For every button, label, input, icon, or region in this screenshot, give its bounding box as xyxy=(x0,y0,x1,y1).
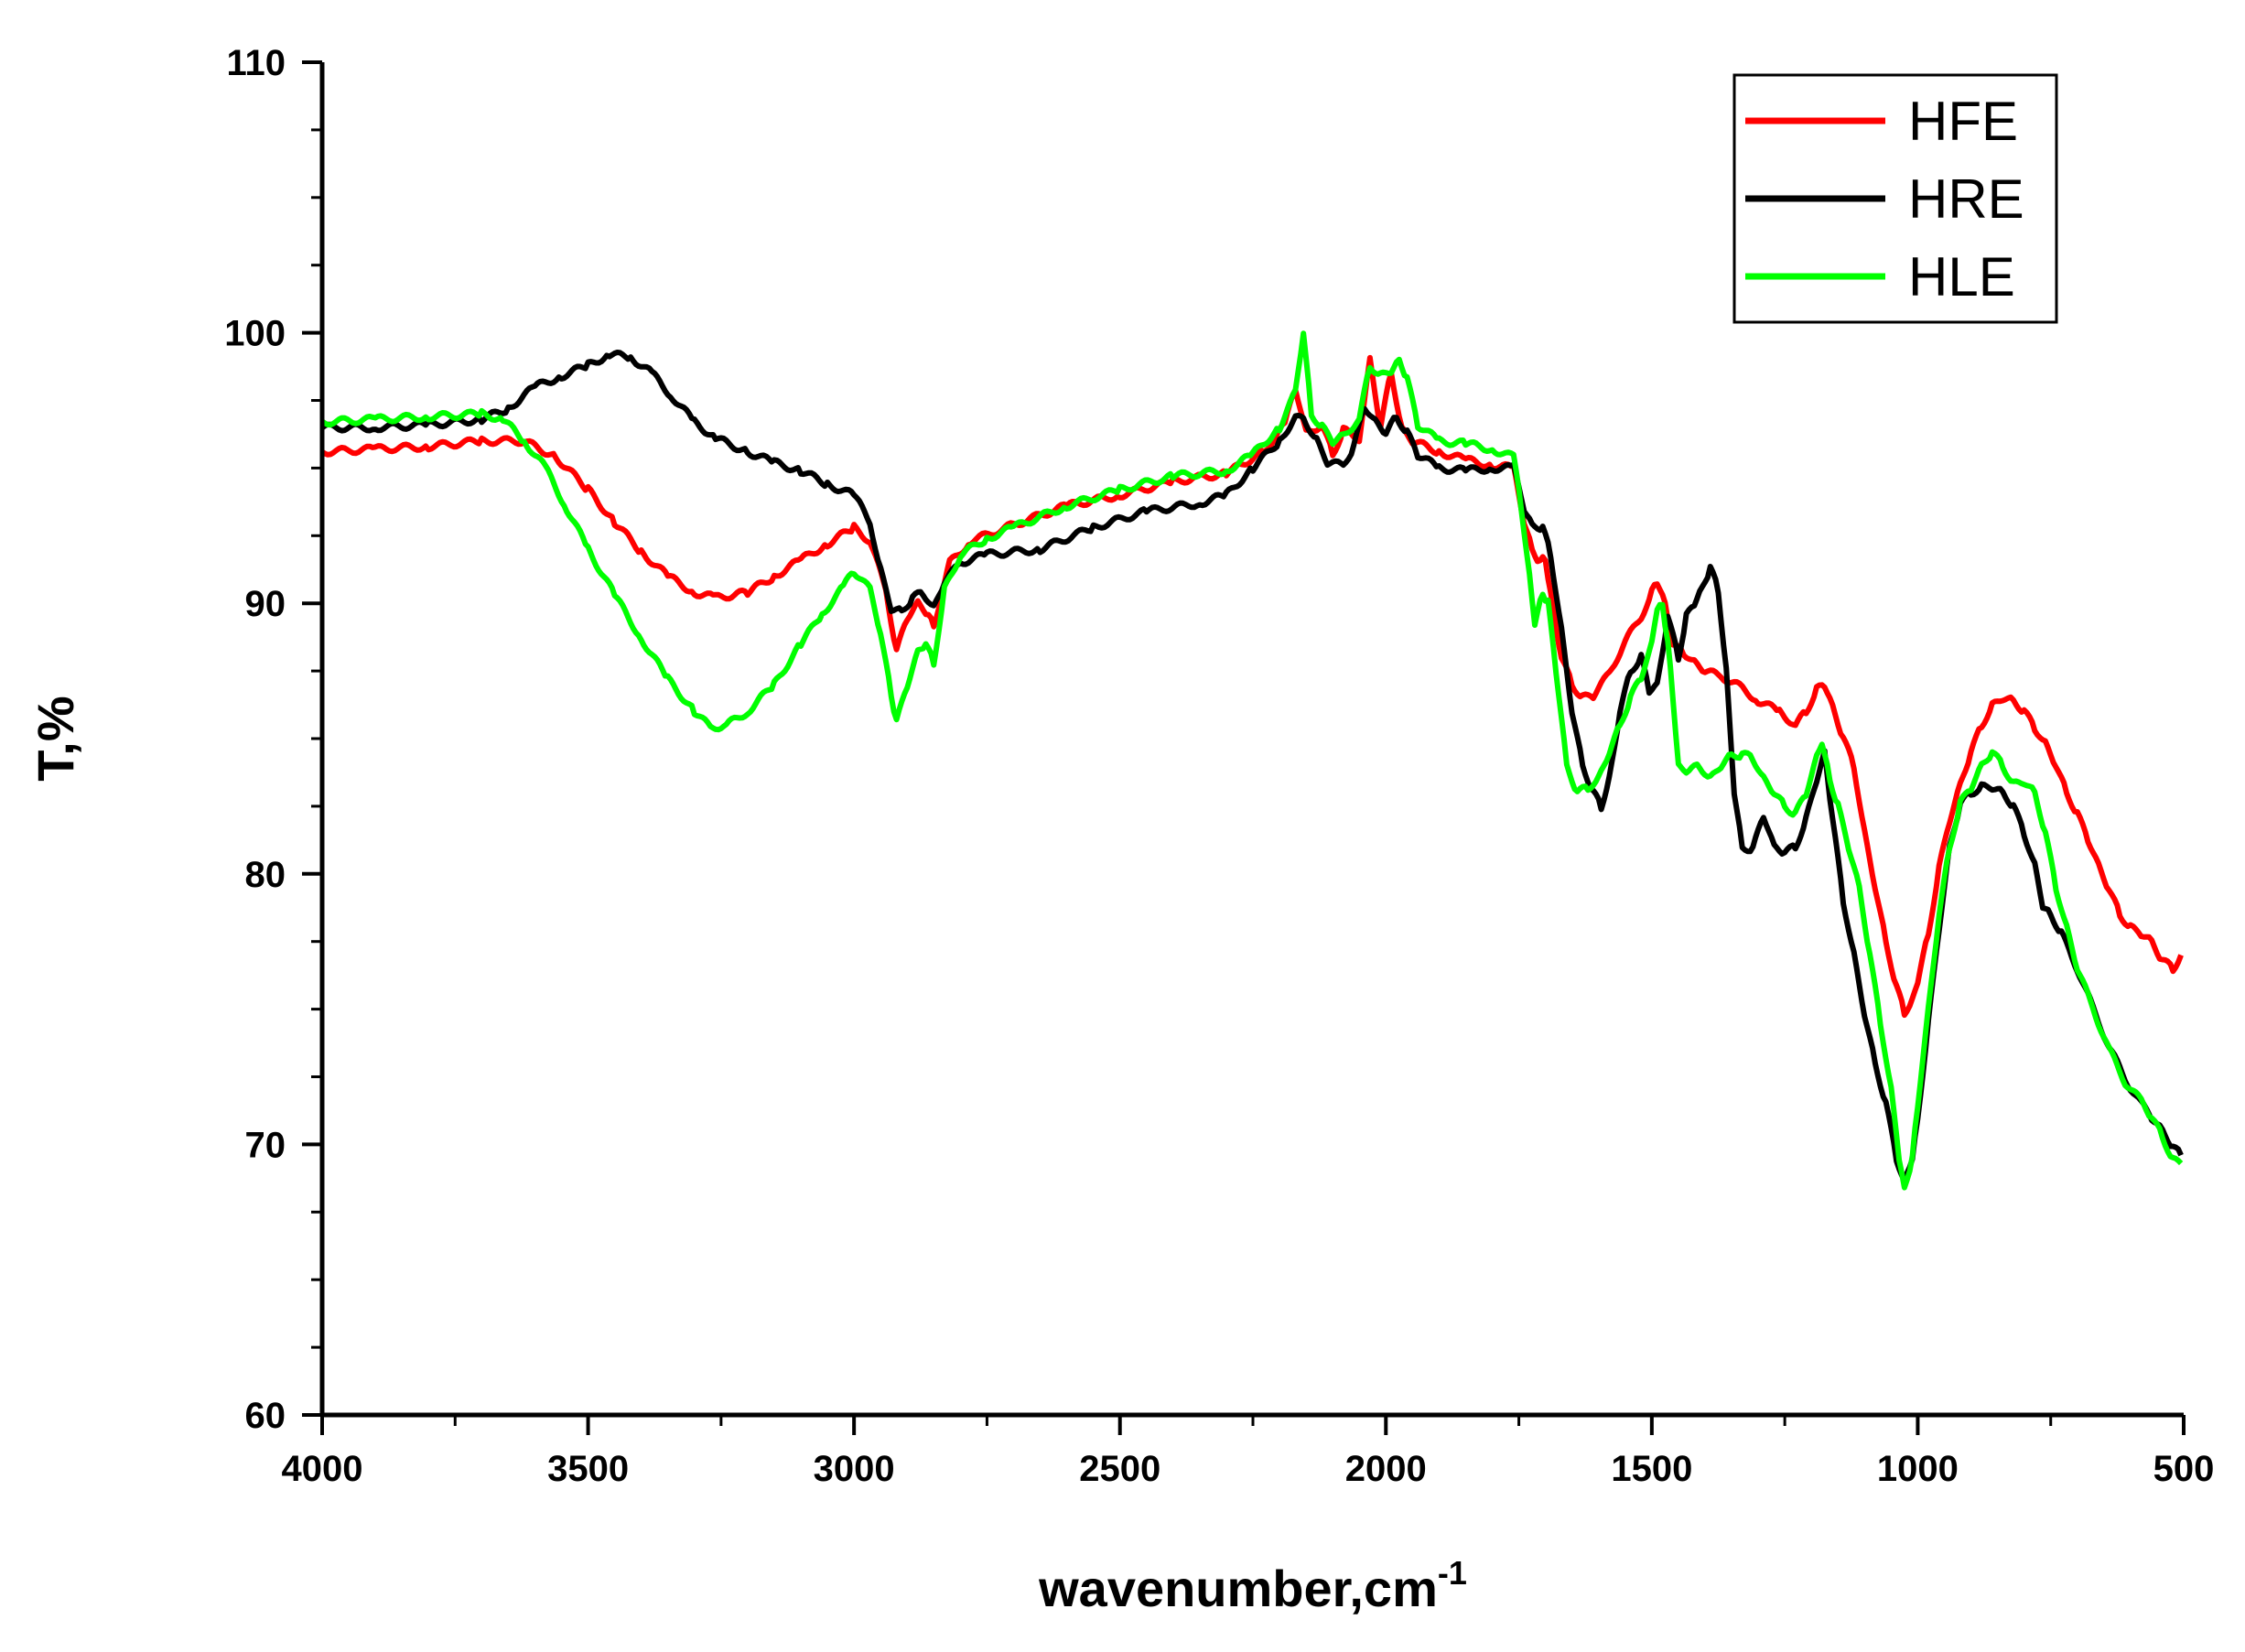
x-axis-title: wavenumber,cm-1 xyxy=(1038,1554,1467,1617)
x-tick-label: 4000 xyxy=(282,1449,363,1489)
series-line-hre xyxy=(320,350,2184,1182)
y-tick-label: 90 xyxy=(245,584,286,624)
legend-label-hfe: HFE xyxy=(1908,91,2018,152)
y-axis-title: T,% xyxy=(27,696,84,781)
x-tick-label: 2000 xyxy=(1345,1449,1427,1489)
x-tick-label: 3000 xyxy=(814,1449,895,1489)
x-axis-ticks: 4000 3500 3000 2500 2000 1500 1000 500 xyxy=(282,1415,2215,1489)
series-line-hle xyxy=(320,330,2184,1191)
y-axis-ticks: 60 70 80 90 100 110 xyxy=(224,43,322,1436)
plot-series-group xyxy=(320,330,2184,1191)
y-tick-label: 110 xyxy=(226,43,286,83)
x-tick-label: 2500 xyxy=(1079,1449,1160,1489)
legend: HFE HRE HLE xyxy=(1732,73,2058,324)
x-axis-title-text: wavenumber,cm xyxy=(1038,1560,1438,1617)
x-axis-title-superscript: -1 xyxy=(1438,1554,1467,1592)
y-tick-label: 100 xyxy=(224,314,286,354)
y-tick-label: 70 xyxy=(245,1125,286,1165)
y-tick-label: 80 xyxy=(245,855,286,895)
x-tick-label: 3500 xyxy=(547,1449,629,1489)
y-tick-label: 60 xyxy=(245,1396,286,1436)
x-tick-label: 1000 xyxy=(1877,1449,1959,1489)
x-tick-label: 1500 xyxy=(1611,1449,1692,1489)
x-tick-label: 500 xyxy=(2153,1449,2215,1489)
legend-label-hle: HLE xyxy=(1908,246,2015,308)
legend-label-hre: HRE xyxy=(1908,168,2024,230)
axes-group: 4000 3500 3000 2500 2000 1500 1000 500 60 70 80 90… xyxy=(224,43,2214,1489)
